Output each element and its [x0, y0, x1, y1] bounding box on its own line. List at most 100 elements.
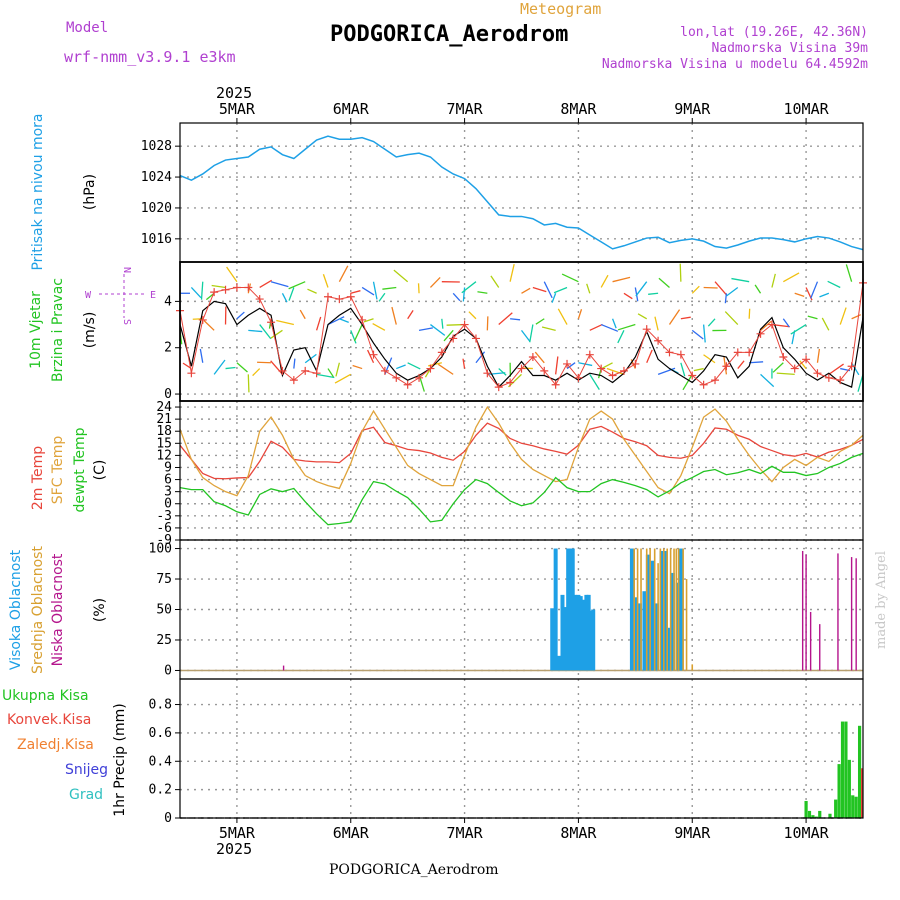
- wind-arrow: [680, 316, 691, 320]
- wind-arrow: [807, 315, 818, 320]
- wind-arrow: [617, 330, 625, 344]
- gust-marker: [471, 334, 480, 343]
- compass-s: S: [121, 319, 132, 325]
- xtick-label-top: 9MAR: [674, 100, 711, 118]
- gust-marker: [403, 380, 412, 389]
- high-cloud-bar: [568, 548, 573, 671]
- high-cloud-bar: [557, 655, 562, 671]
- wind-arrow: [437, 363, 454, 375]
- wind-arrow: [335, 362, 340, 377]
- wind-arrow: [637, 313, 648, 320]
- total-precip-bar: [857, 725, 862, 818]
- temp-dewpt-line: [179, 452, 864, 526]
- xtick-label-top: 7MAR: [447, 100, 484, 118]
- high-cloud-bar: [591, 609, 596, 671]
- xtick-label-top: 5MAR: [219, 100, 256, 118]
- wind-arrow: [682, 374, 693, 391]
- mid-cloud-bar: [673, 548, 675, 671]
- wind-arrow: [252, 368, 261, 377]
- wind-arrow: [760, 373, 775, 388]
- wind-arrow: [430, 324, 446, 336]
- gust-marker: [779, 352, 788, 361]
- wind-arrow: [737, 360, 745, 369]
- xtick-label-bottom: 7MAR: [447, 824, 484, 842]
- wind-arrow: [748, 308, 751, 319]
- wind-arrow: [521, 287, 531, 294]
- ytick-label-cloud: 0: [164, 663, 172, 678]
- footer-station: PODGORICA_Aerodrom: [329, 862, 499, 878]
- gust-marker: [733, 348, 742, 357]
- wind-arrow: [487, 372, 506, 376]
- gust-marker: [563, 359, 572, 368]
- wind-arrow: [557, 308, 568, 325]
- temp-unit-label: (C): [92, 460, 108, 481]
- high-cloud-bar: [633, 597, 638, 671]
- wind-arrow: [509, 264, 515, 282]
- gust-marker: [289, 376, 298, 385]
- ytick-label-temperature: 9: [164, 460, 172, 475]
- gust-marker: [790, 364, 799, 373]
- ytick-label-cloud: 50: [156, 603, 172, 618]
- gust-marker: [642, 325, 651, 334]
- temp-sfc-ylabel: SFC Temp: [50, 436, 66, 505]
- gust-marker: [449, 334, 458, 343]
- wind-arrow: [828, 363, 844, 375]
- wind-arrow: [396, 364, 406, 370]
- wind-arrow: [553, 286, 568, 294]
- low-cloud-bar: [855, 558, 857, 671]
- ytick-label-precip: 0: [164, 811, 172, 826]
- wind-arrow: [339, 318, 349, 323]
- wind-arrow: [461, 281, 477, 294]
- mid-cloud-bar: [675, 548, 678, 671]
- wind-arrow: [658, 277, 670, 288]
- xtick-label-top: 6MAR: [333, 100, 370, 118]
- wind-arrow: [443, 329, 454, 342]
- wind-arrow: [790, 323, 807, 335]
- wind-arrow: [276, 319, 294, 326]
- ytick-label-precip: 0.4: [149, 754, 173, 769]
- wind-arrow: [327, 316, 345, 326]
- wind-arrow: [799, 360, 807, 369]
- gust-marker: [824, 373, 833, 382]
- total-precip-bar: [847, 759, 851, 818]
- cloud-mid-ylabel: Srednja Oblacnost: [30, 546, 46, 674]
- wind-arrow: [352, 364, 363, 370]
- ytick-label-precip: 0.8: [149, 698, 172, 713]
- gust-marker: [267, 318, 276, 327]
- mid-cloud-bar: [633, 548, 635, 671]
- wind-arrow: [566, 362, 576, 370]
- high-cloud-bar: [584, 594, 589, 671]
- conv-precip-bar: [861, 768, 863, 818]
- mid-cloud-bar: [669, 548, 672, 671]
- altitude-label: Nadmorska Visina 39m: [711, 41, 868, 56]
- wind-arrow: [520, 329, 531, 342]
- wind-arrow: [424, 368, 431, 378]
- gust-marker: [711, 376, 720, 385]
- wind-arrow: [199, 348, 204, 363]
- wind-arrow: [600, 274, 609, 288]
- wind-arrow: [429, 276, 441, 288]
- wind-arrow: [657, 367, 676, 375]
- gust-marker: [722, 362, 731, 371]
- wind-arrow: [350, 290, 361, 294]
- high-cloud-bar: [553, 548, 558, 671]
- meteogram-label: Meteogram: [520, 0, 602, 18]
- low-cloud-bar: [837, 553, 839, 671]
- wind-arrow: [226, 266, 238, 283]
- wind-arrow: [490, 275, 500, 288]
- ytick-label-cloud: 75: [156, 572, 172, 587]
- ytick-label-cloud: 25: [156, 633, 172, 648]
- wind-arrow: [617, 323, 636, 331]
- gust-marker: [255, 295, 264, 304]
- ytick-label-temperature: -3: [156, 509, 172, 524]
- high-cloud-bar: [650, 560, 655, 671]
- wind-arrow: [353, 324, 363, 342]
- wind-arrow: [462, 287, 466, 302]
- wind-arrow: [407, 362, 421, 370]
- mid-cloud-bar: [653, 548, 656, 671]
- total-precip-bar: [811, 815, 815, 818]
- gust-marker: [369, 350, 378, 359]
- wind-arrow: [646, 349, 653, 364]
- gust-marker: [415, 373, 424, 382]
- gust-marker: [198, 315, 207, 324]
